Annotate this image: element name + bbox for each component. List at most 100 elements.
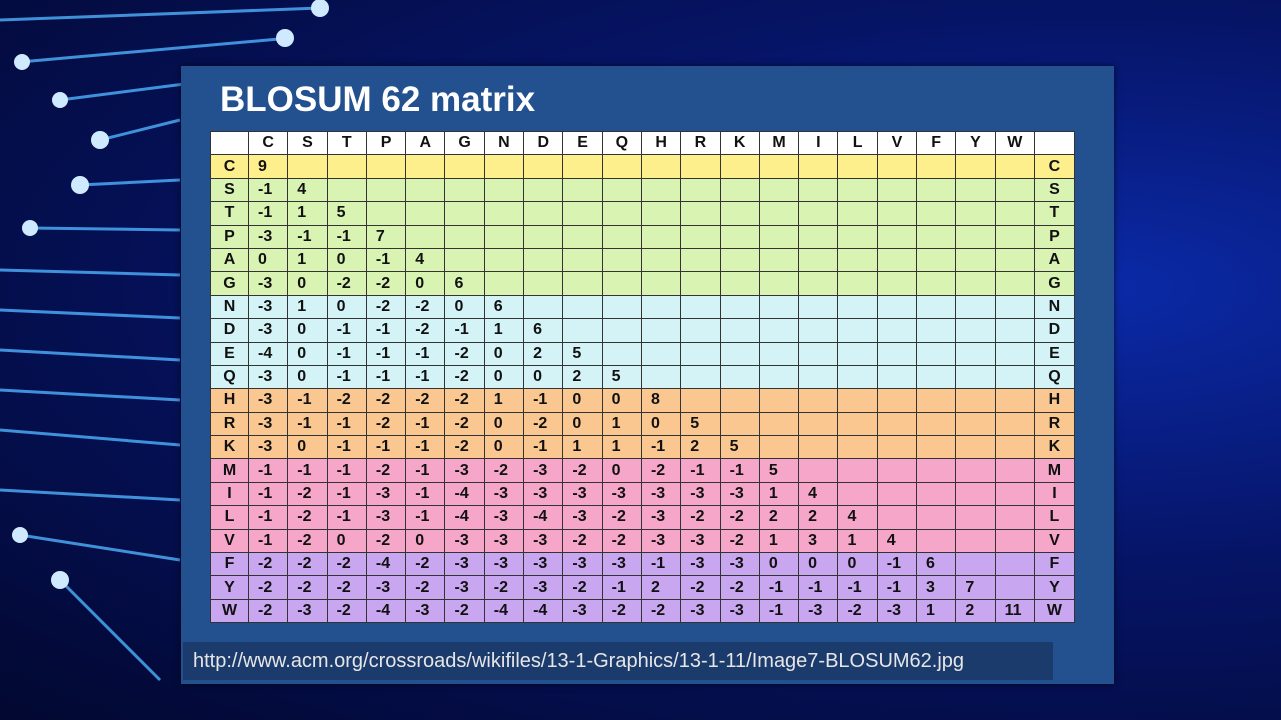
score-cell: -3 xyxy=(287,598,328,624)
score-cell: -1 xyxy=(365,341,407,366)
empty-cell xyxy=(758,318,800,343)
score-cell: -1 xyxy=(326,364,367,390)
score-cell: -3 xyxy=(680,552,721,577)
score-cell: 2 xyxy=(758,505,800,530)
score-cell: 0 xyxy=(287,435,328,460)
score-cell: -1 xyxy=(876,552,918,577)
score-cell: -1 xyxy=(405,341,446,366)
score-cell: -2 xyxy=(365,528,407,554)
score-cell: -1 xyxy=(798,575,839,600)
empty-cell xyxy=(876,341,918,366)
score-cell: -3 xyxy=(601,552,642,577)
score-cell: 2 xyxy=(680,435,721,460)
score-cell: -1 xyxy=(365,318,407,343)
empty-cell xyxy=(955,505,996,530)
empty-cell xyxy=(640,271,682,296)
score-cell: -2 xyxy=(444,598,485,624)
score-cell: 0 xyxy=(444,294,485,320)
matrix-row: A 0 1 0 -1 4 A xyxy=(210,247,1075,273)
empty-cell xyxy=(640,247,682,273)
empty-cell xyxy=(483,177,525,203)
empty-cell xyxy=(405,201,446,226)
empty-cell xyxy=(758,388,800,413)
empty-cell xyxy=(955,177,996,203)
score-cell: -3 xyxy=(798,598,839,624)
empty-cell xyxy=(719,341,760,366)
empty-cell xyxy=(680,341,721,366)
empty-cell xyxy=(640,318,682,343)
row-label: L xyxy=(1033,505,1075,530)
empty-cell xyxy=(955,318,996,343)
column-header: A xyxy=(405,130,446,156)
score-cell: -1 xyxy=(247,177,289,203)
score-cell: 4 xyxy=(876,528,918,554)
score-cell: -3 xyxy=(247,271,289,296)
empty-cell xyxy=(601,177,642,203)
score-cell: 0 xyxy=(326,528,367,554)
score-cell: 2 xyxy=(640,575,682,600)
score-cell: -3 xyxy=(365,505,407,530)
score-cell: -4 xyxy=(523,598,564,624)
score-cell: -1 xyxy=(405,411,446,437)
empty-cell xyxy=(680,364,721,390)
score-cell: 0 xyxy=(523,364,564,390)
empty-cell xyxy=(640,201,682,226)
empty-cell xyxy=(523,154,564,179)
empty-cell xyxy=(837,388,878,413)
empty-cell xyxy=(798,271,839,296)
empty-cell xyxy=(994,458,1035,483)
row-label: S xyxy=(210,177,249,203)
score-cell: -1 xyxy=(523,435,564,460)
empty-cell xyxy=(798,388,839,413)
empty-cell xyxy=(994,247,1035,273)
score-cell: -1 xyxy=(523,388,564,413)
empty-cell xyxy=(955,528,996,554)
empty-cell xyxy=(994,552,1035,577)
score-cell: -2 xyxy=(326,598,367,624)
row-label: T xyxy=(210,201,249,226)
score-cell: -1 xyxy=(287,458,328,483)
score-cell: -3 xyxy=(562,598,603,624)
empty-cell xyxy=(365,154,407,179)
score-cell: 0 xyxy=(287,364,328,390)
empty-cell xyxy=(444,154,485,179)
source-url: http://www.acm.org/crossroads/wikifiles/… xyxy=(183,642,1053,680)
score-cell: -3 xyxy=(483,505,525,530)
column-header: T xyxy=(326,130,367,156)
empty-cell xyxy=(719,201,760,226)
empty-cell xyxy=(798,435,839,460)
empty-cell xyxy=(837,458,878,483)
score-cell: 0 xyxy=(483,435,525,460)
empty-cell xyxy=(837,435,878,460)
empty-cell xyxy=(562,154,603,179)
empty-cell xyxy=(955,224,996,249)
empty-cell xyxy=(994,318,1035,343)
empty-cell xyxy=(444,177,485,203)
score-cell: 6 xyxy=(916,552,957,577)
empty-cell xyxy=(837,411,878,437)
empty-cell xyxy=(994,341,1035,366)
matrix-row: R -3 -1 -1 -2 -1 -2 0 -2 0 1 0 5 R xyxy=(210,411,1075,437)
score-cell: -1 xyxy=(719,458,760,483)
row-label: V xyxy=(210,528,249,554)
empty-cell xyxy=(798,294,839,320)
empty-cell xyxy=(916,318,957,343)
empty-cell xyxy=(955,552,996,577)
empty-cell xyxy=(916,505,957,530)
empty-cell xyxy=(916,458,957,483)
empty-cell xyxy=(876,318,918,343)
empty-cell xyxy=(640,224,682,249)
score-cell: 5 xyxy=(680,411,721,437)
empty-cell xyxy=(562,247,603,273)
matrix-row: W -2 -3 -2 -4 -3 -2 -4 -4 -3 -2 -2 -3 -3 -1 -3 -2 -3 1 2 11 W xyxy=(210,598,1075,624)
empty-cell xyxy=(955,294,996,320)
score-cell: 1 xyxy=(758,528,800,554)
row-label: H xyxy=(210,388,249,413)
row-label: M xyxy=(210,458,249,483)
score-cell: -2 xyxy=(680,575,721,600)
empty-cell xyxy=(680,271,721,296)
score-cell: -3 xyxy=(247,388,289,413)
empty-cell xyxy=(837,294,878,320)
score-cell: -4 xyxy=(523,505,564,530)
